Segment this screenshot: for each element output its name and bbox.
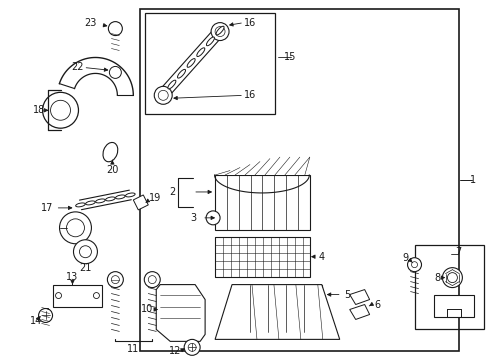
Text: 4: 4 (318, 252, 325, 262)
Bar (215, 237, 310, 276)
Circle shape (408, 258, 421, 272)
Circle shape (50, 100, 71, 120)
Text: 16: 16 (244, 18, 256, 28)
Ellipse shape (216, 26, 224, 35)
Text: 3: 3 (190, 213, 196, 223)
Ellipse shape (177, 69, 186, 78)
Ellipse shape (103, 143, 118, 162)
Text: 11: 11 (127, 345, 140, 354)
Circle shape (154, 86, 172, 104)
Ellipse shape (168, 80, 176, 89)
Circle shape (67, 219, 84, 237)
Ellipse shape (116, 195, 125, 199)
Text: 6: 6 (374, 300, 381, 310)
Ellipse shape (96, 199, 105, 203)
Text: 5: 5 (344, 289, 351, 300)
Circle shape (206, 211, 220, 225)
Circle shape (109, 67, 122, 78)
Polygon shape (435, 294, 474, 318)
Circle shape (79, 246, 92, 258)
Text: 15: 15 (284, 53, 296, 63)
Text: 1: 1 (470, 175, 476, 185)
Text: 9: 9 (402, 253, 409, 263)
Text: 12: 12 (169, 346, 181, 356)
Polygon shape (133, 195, 148, 210)
Polygon shape (350, 305, 369, 319)
Circle shape (188, 343, 196, 351)
Text: 7: 7 (455, 247, 462, 257)
Polygon shape (156, 285, 205, 341)
Ellipse shape (197, 48, 205, 57)
Polygon shape (215, 285, 340, 339)
Text: 10: 10 (141, 305, 153, 315)
Ellipse shape (75, 203, 85, 207)
Circle shape (184, 339, 200, 355)
Text: 23: 23 (84, 18, 97, 28)
Text: 16: 16 (244, 90, 256, 100)
Circle shape (412, 262, 417, 268)
Bar (232, 285, 322, 332)
Ellipse shape (158, 91, 166, 100)
Circle shape (442, 268, 463, 288)
Circle shape (148, 276, 156, 284)
Circle shape (111, 276, 120, 284)
Text: 17: 17 (41, 203, 54, 213)
Bar (52, 285, 102, 306)
Circle shape (447, 273, 457, 283)
Circle shape (144, 272, 160, 288)
Ellipse shape (187, 59, 195, 67)
Circle shape (74, 240, 98, 264)
Circle shape (215, 27, 225, 37)
Text: 14: 14 (29, 316, 42, 327)
Text: 13: 13 (66, 272, 78, 282)
Circle shape (59, 212, 92, 244)
Text: 20: 20 (106, 165, 119, 175)
Text: 19: 19 (149, 193, 161, 203)
Bar (215, 175, 310, 230)
Circle shape (43, 92, 78, 128)
Bar (215, 157, 310, 175)
Circle shape (211, 23, 229, 41)
Text: 2: 2 (169, 187, 175, 197)
Text: 18: 18 (32, 105, 45, 115)
Circle shape (55, 293, 62, 298)
Circle shape (158, 90, 168, 100)
Ellipse shape (86, 201, 95, 205)
Text: 22: 22 (71, 62, 84, 72)
Ellipse shape (206, 37, 215, 46)
Circle shape (39, 309, 52, 323)
Bar (145, 13, 275, 114)
Bar (140, 9, 460, 351)
Circle shape (107, 272, 123, 288)
Circle shape (108, 22, 122, 36)
Bar (415, 245, 484, 329)
Ellipse shape (105, 197, 115, 201)
Ellipse shape (125, 193, 135, 197)
Circle shape (94, 293, 99, 298)
Text: 21: 21 (79, 263, 92, 273)
Polygon shape (350, 289, 369, 305)
Text: 8: 8 (435, 273, 441, 283)
